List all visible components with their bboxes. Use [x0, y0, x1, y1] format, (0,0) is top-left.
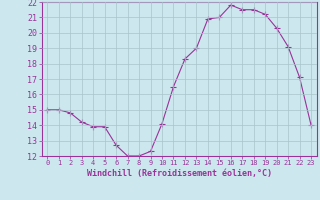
X-axis label: Windchill (Refroidissement éolien,°C): Windchill (Refroidissement éolien,°C) [87, 169, 272, 178]
